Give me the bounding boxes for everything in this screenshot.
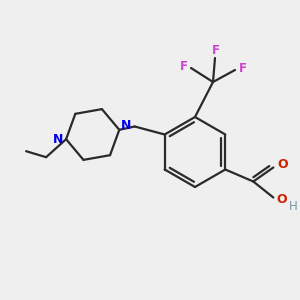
Text: F: F xyxy=(212,44,220,58)
Text: H: H xyxy=(289,200,298,213)
Text: N: N xyxy=(121,119,131,132)
Text: O: O xyxy=(277,158,288,171)
Text: F: F xyxy=(180,59,188,73)
Text: O: O xyxy=(276,193,286,206)
Text: F: F xyxy=(239,61,247,74)
Text: N: N xyxy=(53,133,63,146)
